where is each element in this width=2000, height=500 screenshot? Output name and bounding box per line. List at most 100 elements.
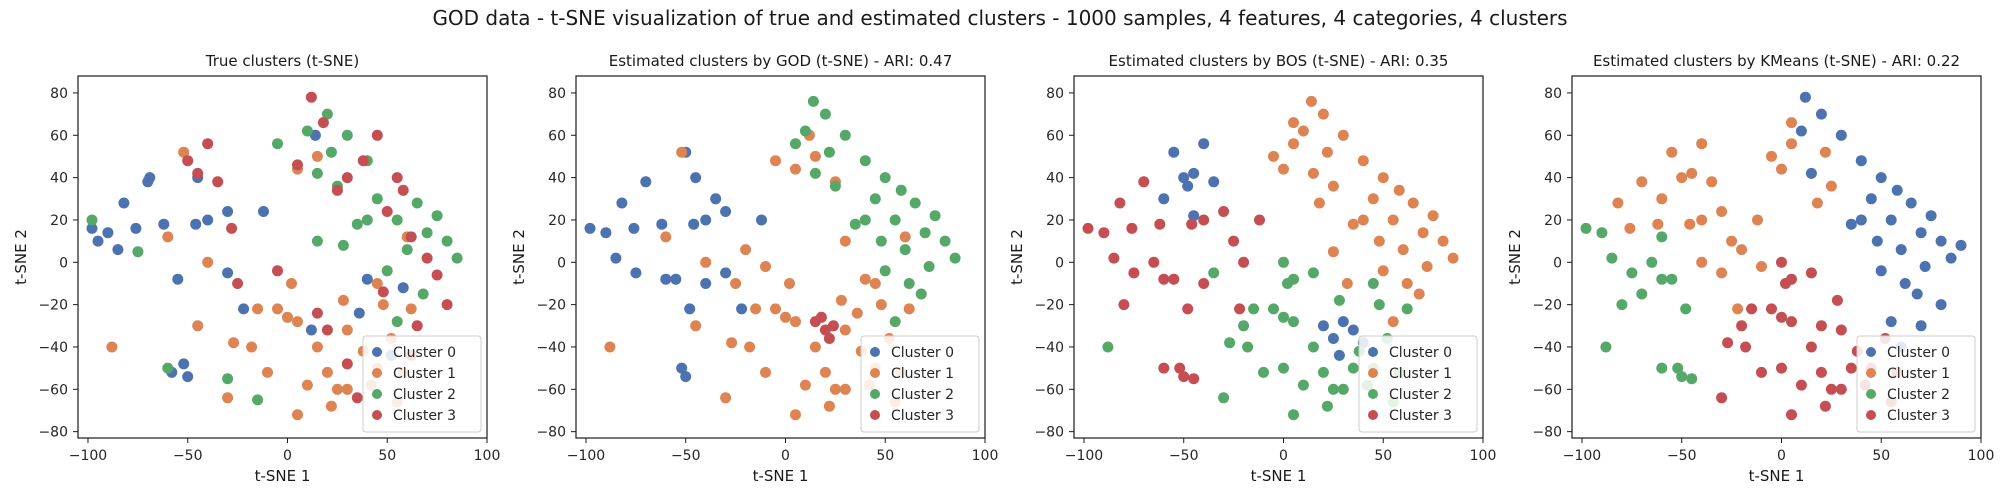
point-cluster-3 — [1756, 366, 1767, 378]
points-group — [584, 95, 961, 421]
y-tick-label: −80 — [38, 425, 68, 441]
point-cluster-0 — [1188, 167, 1200, 179]
point-cluster-2 — [1580, 222, 1592, 234]
plot-frame — [77, 75, 488, 439]
point-cluster-3 — [397, 184, 409, 196]
point-cluster-0 — [238, 303, 250, 315]
point-cluster-2 — [899, 244, 911, 256]
point-cluster-0 — [700, 214, 712, 226]
legend-box — [1358, 335, 1478, 433]
point-cluster-3 — [371, 129, 383, 141]
point-cluster-0 — [1158, 193, 1170, 205]
point-cluster-0 — [1198, 138, 1210, 150]
point-cluster-2 — [895, 184, 907, 196]
scatter-panel-3: Estimated clusters by KMeans (t-SNE) - A… — [1506, 52, 1994, 485]
point-cluster-1 — [604, 341, 616, 353]
point-cluster-2 — [1278, 256, 1289, 268]
point-cluster-2 — [923, 261, 935, 272]
y-tick-label: −60 — [38, 382, 68, 398]
point-cluster-3 — [1766, 303, 1777, 315]
point-cluster-2 — [222, 373, 234, 385]
point-cluster-1 — [1766, 150, 1777, 162]
point-cluster-1 — [311, 150, 323, 162]
x-axis-label: t-SNE 1 — [753, 467, 809, 485]
point-cluster-1 — [1696, 256, 1708, 268]
point-cluster-3 — [1831, 294, 1843, 306]
point-cluster-0 — [1188, 210, 1200, 222]
point-cluster-3 — [351, 392, 363, 404]
point-cluster-3 — [1740, 341, 1752, 353]
point-cluster-1 — [760, 366, 771, 378]
x-tick-label: −100 — [567, 448, 605, 464]
plot-frame — [1571, 75, 1982, 439]
legend-marker-0 — [1368, 347, 1378, 357]
point-cluster-2 — [351, 218, 363, 230]
point-cluster-1 — [301, 379, 313, 391]
point-cluster-0 — [720, 267, 732, 279]
point-cluster-3 — [1198, 278, 1210, 289]
plot-frame — [1073, 75, 1484, 439]
point-cluster-3 — [1776, 311, 1787, 323]
point-cluster-2 — [799, 125, 811, 137]
point-cluster-1 — [1373, 235, 1385, 247]
x-tick-label: 100 — [1968, 448, 1995, 464]
y-tick-label: 80 — [548, 86, 566, 102]
point-cluster-0 — [92, 235, 104, 247]
legend-label-3: Cluster 3 — [1389, 408, 1452, 424]
point-cluster-0 — [710, 193, 722, 205]
point-cluster-1 — [202, 256, 214, 268]
point-cluster-2 — [1606, 252, 1618, 264]
point-cluster-3 — [431, 269, 443, 281]
point-cluster-1 — [770, 303, 781, 315]
point-cluster-1 — [228, 337, 240, 349]
point-cluster-0 — [676, 362, 688, 374]
point-cluster-0 — [1835, 129, 1847, 141]
point-cluster-2 — [1373, 299, 1385, 311]
point-cluster-2 — [1238, 320, 1250, 332]
point-cluster-1 — [1776, 163, 1787, 175]
legend-marker-3 — [1866, 410, 1876, 420]
point-cluster-1 — [690, 320, 702, 332]
point-cluster-0 — [1935, 235, 1947, 247]
point-cluster-2 — [1208, 267, 1220, 279]
point-cluster-0 — [172, 273, 184, 285]
point-cluster-1 — [676, 146, 688, 158]
y-tick-label: −60 — [1034, 382, 1064, 398]
scatter-panel-2: Estimated clusters by BOS (t-SNE) - ARI:… — [1008, 52, 1496, 485]
legend-marker-1 — [372, 368, 382, 378]
point-cluster-3 — [305, 91, 317, 103]
point-cluster-3 — [1128, 267, 1140, 279]
x-tick-label: 100 — [972, 448, 999, 464]
point-cluster-2 — [1258, 366, 1269, 378]
point-cluster-0 — [720, 206, 732, 217]
y-tick-label: 60 — [1046, 128, 1064, 144]
point-cluster-2 — [1321, 400, 1333, 412]
point-cluster-2 — [252, 394, 264, 406]
scatter-panel-1: Estimated clusters by GOD (t-SNE) - ARI:… — [510, 52, 998, 485]
point-cluster-0 — [1855, 214, 1867, 226]
point-cluster-2 — [301, 125, 313, 137]
point-cluster-3 — [827, 320, 839, 332]
point-cluster-1 — [1321, 146, 1333, 158]
point-cluster-0 — [1347, 324, 1359, 336]
point-cluster-0 — [182, 371, 194, 383]
point-cluster-1 — [252, 303, 264, 315]
point-cluster-2 — [361, 214, 373, 226]
point-cluster-1 — [1357, 214, 1369, 226]
y-tick-label: −20 — [38, 298, 68, 314]
point-cluster-0 — [361, 273, 373, 285]
point-cluster-2 — [1626, 267, 1638, 279]
point-cluster-2 — [1248, 303, 1260, 315]
y-tick-label: 60 — [50, 128, 68, 144]
point-cluster-1 — [222, 392, 234, 404]
point-cluster-1 — [341, 383, 353, 395]
x-tick-label: 0 — [781, 448, 790, 464]
legend-label-1: Cluster 1 — [1887, 366, 1950, 382]
point-cluster-1 — [1387, 316, 1399, 328]
point-cluster-3 — [1118, 299, 1130, 311]
point-cluster-1 — [1676, 172, 1688, 184]
point-cluster-1 — [1447, 252, 1459, 264]
point-cluster-0 — [258, 206, 269, 217]
point-cluster-3 — [1168, 273, 1180, 285]
point-cluster-1 — [1288, 138, 1299, 150]
